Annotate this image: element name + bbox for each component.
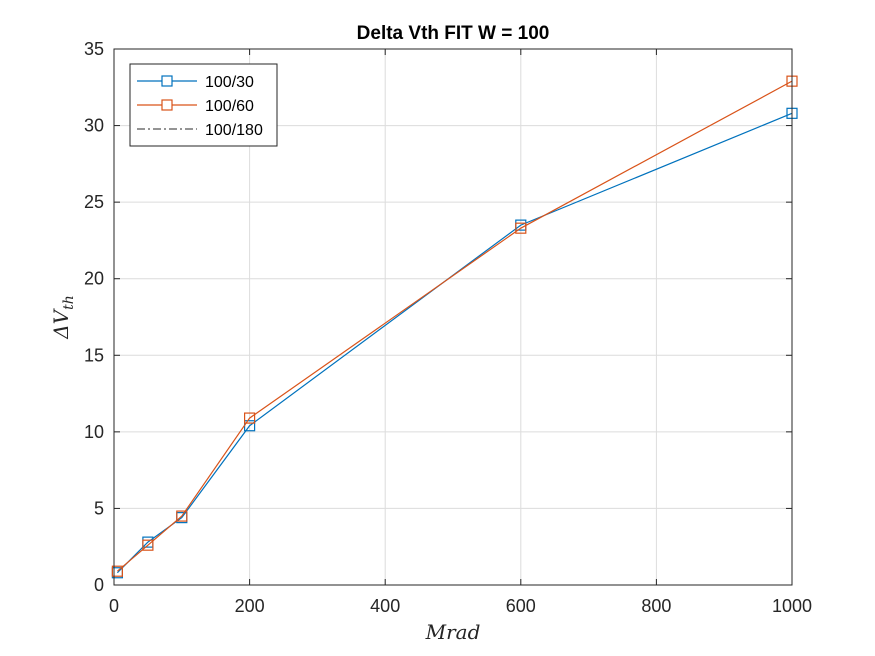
- x-tick-label: 400: [370, 596, 400, 616]
- legend-label: 100/30: [205, 74, 254, 91]
- legend-marker: [161, 99, 173, 111]
- y-tick-label: 5: [94, 498, 104, 518]
- data-point: [111, 565, 123, 577]
- series-layer: [111, 75, 798, 579]
- chart-title: Delta Vth FIT W = 100: [357, 23, 550, 44]
- legend-label: 100/180: [205, 122, 263, 139]
- data-point: [142, 539, 154, 551]
- x-axis-label: Mrad: [425, 620, 481, 644]
- x-tick-label: 0: [109, 596, 119, 616]
- ticks: 0 200 400 600 800 1000 0 5 10 15 20 25 30 35: [84, 39, 812, 616]
- legend-label: 100/60: [205, 98, 254, 115]
- y-tick-label: 15: [84, 345, 104, 365]
- legend-marker: [161, 75, 173, 87]
- legend: 100/30 100/60 100/180: [129, 63, 278, 147]
- y-tick-label: 25: [84, 192, 104, 212]
- y-axis-label-main: ΔV: [49, 307, 73, 339]
- x-tick-label: 600: [506, 596, 536, 616]
- data-point: [176, 510, 188, 522]
- x-tick-label: 800: [641, 596, 671, 616]
- y-tick-label: 35: [84, 39, 104, 59]
- data-point: [244, 412, 256, 424]
- data-point: [515, 222, 527, 234]
- x-tick-label: 1000: [772, 596, 812, 616]
- y-axis-label-sub: th: [61, 295, 77, 310]
- y-tick-label: 30: [84, 116, 104, 136]
- y-tick-label: 0: [94, 575, 104, 595]
- plot-frame: [113, 48, 793, 586]
- x-tick-label: 200: [235, 596, 265, 616]
- y-tick-label: 10: [84, 422, 104, 442]
- y-tick-label: 20: [84, 269, 104, 289]
- y-axis-label: ΔVth: [49, 295, 77, 340]
